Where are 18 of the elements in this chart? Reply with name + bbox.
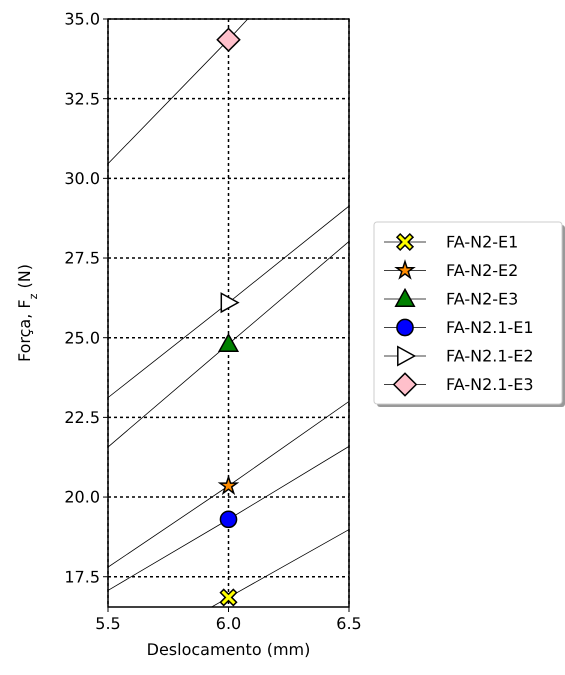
y-tick-label: 17.5 [64, 567, 100, 586]
y-tick-label: 35.0 [64, 10, 100, 29]
legend-label: FA-N2-E1 [446, 232, 518, 252]
y-tick-label: 20.0 [64, 488, 100, 507]
legend-label: FA-N2.1-E1 [446, 318, 534, 338]
y-tick-label: 22.5 [64, 408, 100, 427]
x-axis-title: Deslocamento (mm) [146, 640, 310, 659]
legend-label: FA-N2-E3 [446, 290, 518, 309]
y-tick-label: 32.5 [64, 89, 100, 108]
y-tick-label: 25.0 [64, 328, 100, 348]
legend-label: FA-N2-E2 [446, 261, 518, 280]
x-tick-label: 5.5 [95, 614, 121, 633]
y-tick-label: 27.5 [64, 248, 100, 268]
x-tick-label: 6.0 [216, 614, 242, 633]
legend-label: FA-N2.1-E2 [446, 346, 534, 366]
legend-label: FA-N2.1-E3 [446, 375, 534, 394]
y-tick-label: 30.0 [64, 168, 100, 188]
x-tick-label: 6.5 [336, 614, 362, 633]
